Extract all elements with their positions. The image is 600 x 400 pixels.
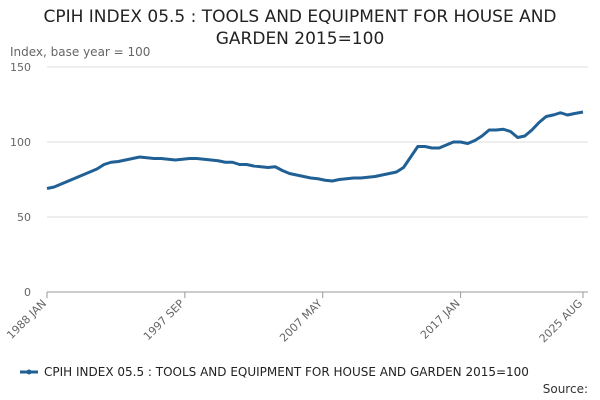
y-axis-label: Index, base year = 100 <box>10 45 150 59</box>
legend-label: CPIH INDEX 05.5 : TOOLS AND EQUIPMENT FO… <box>44 365 529 379</box>
chart-title: CPIH INDEX 05.5 : TOOLS AND EQUIPMENT FO… <box>43 7 557 49</box>
y-tick-label: 50 <box>17 211 31 224</box>
x-tick-label: 1988 JAN <box>4 297 49 342</box>
y-tick-label: 100 <box>10 136 31 149</box>
data-line <box>46 110 584 190</box>
x-tick-label: 2007 MAY <box>277 297 325 345</box>
x-tick-label: 2017 JAN <box>418 297 463 342</box>
y-tick-label: 0 <box>24 286 31 299</box>
y-tick-label: 150 <box>10 61 31 74</box>
source: Source: <box>543 382 588 396</box>
legend-marker <box>26 369 32 375</box>
x-tick-label: 2025 AUG <box>537 297 586 346</box>
x-tick-label: 1997 SEP <box>141 297 187 343</box>
